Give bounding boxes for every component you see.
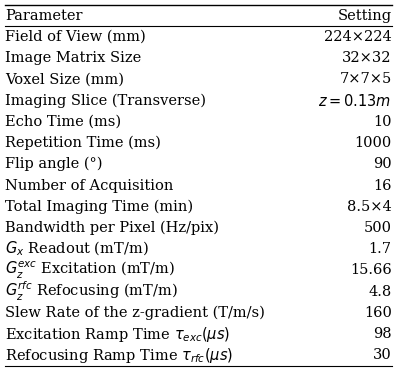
Text: 8.5×4: 8.5×4: [347, 200, 392, 214]
Text: $G_z^{rfc}$ Refocusing (mT/m): $G_z^{rfc}$ Refocusing (mT/m): [5, 280, 178, 303]
Text: 224×224: 224×224: [324, 30, 392, 44]
Text: 500: 500: [364, 221, 392, 235]
Text: 4.8: 4.8: [368, 285, 392, 299]
Text: Echo Time (ms): Echo Time (ms): [5, 115, 121, 129]
Text: Number of Acquisition: Number of Acquisition: [5, 178, 174, 193]
Text: 16: 16: [373, 178, 392, 193]
Text: 98: 98: [373, 327, 392, 341]
Text: Bandwidth per Pixel (Hz/pix): Bandwidth per Pixel (Hz/pix): [5, 221, 219, 235]
Text: Image Matrix Size: Image Matrix Size: [5, 51, 142, 65]
Text: Flip angle (°): Flip angle (°): [5, 157, 103, 171]
Text: Voxel Size (mm): Voxel Size (mm): [5, 72, 124, 86]
Text: Slew Rate of the z-gradient (T/m/s): Slew Rate of the z-gradient (T/m/s): [5, 306, 265, 320]
Text: 90: 90: [373, 157, 392, 171]
Text: Refocusing Ramp Time $\tau_{rfc}(\mu s)$: Refocusing Ramp Time $\tau_{rfc}(\mu s)$: [5, 346, 233, 365]
Text: 7×7×5: 7×7×5: [339, 72, 392, 86]
Text: Excitation Ramp Time $\tau_{exc}(\mu s)$: Excitation Ramp Time $\tau_{exc}(\mu s)$: [5, 325, 231, 344]
Text: 30: 30: [373, 348, 392, 362]
Text: $z = 0.13m$: $z = 0.13m$: [318, 93, 392, 109]
Text: 160: 160: [364, 306, 392, 320]
Text: 15.66: 15.66: [350, 263, 392, 278]
Text: Setting: Setting: [337, 9, 392, 23]
Text: $G_z^{exc}$ Excitation (mT/m): $G_z^{exc}$ Excitation (mT/m): [5, 260, 175, 281]
Text: Total Imaging Time (min): Total Imaging Time (min): [5, 200, 193, 214]
Text: 1.7: 1.7: [369, 242, 392, 256]
Text: 32×32: 32×32: [342, 51, 392, 65]
Text: 10: 10: [373, 115, 392, 129]
Text: $G_x$ Readout (mT/m): $G_x$ Readout (mT/m): [5, 240, 149, 258]
Text: Imaging Slice (Transverse): Imaging Slice (Transverse): [5, 93, 206, 108]
Text: Parameter: Parameter: [5, 9, 83, 23]
Text: Field of View (mm): Field of View (mm): [5, 30, 146, 44]
Text: Repetition Time (ms): Repetition Time (ms): [5, 136, 161, 150]
Text: 1000: 1000: [355, 136, 392, 150]
